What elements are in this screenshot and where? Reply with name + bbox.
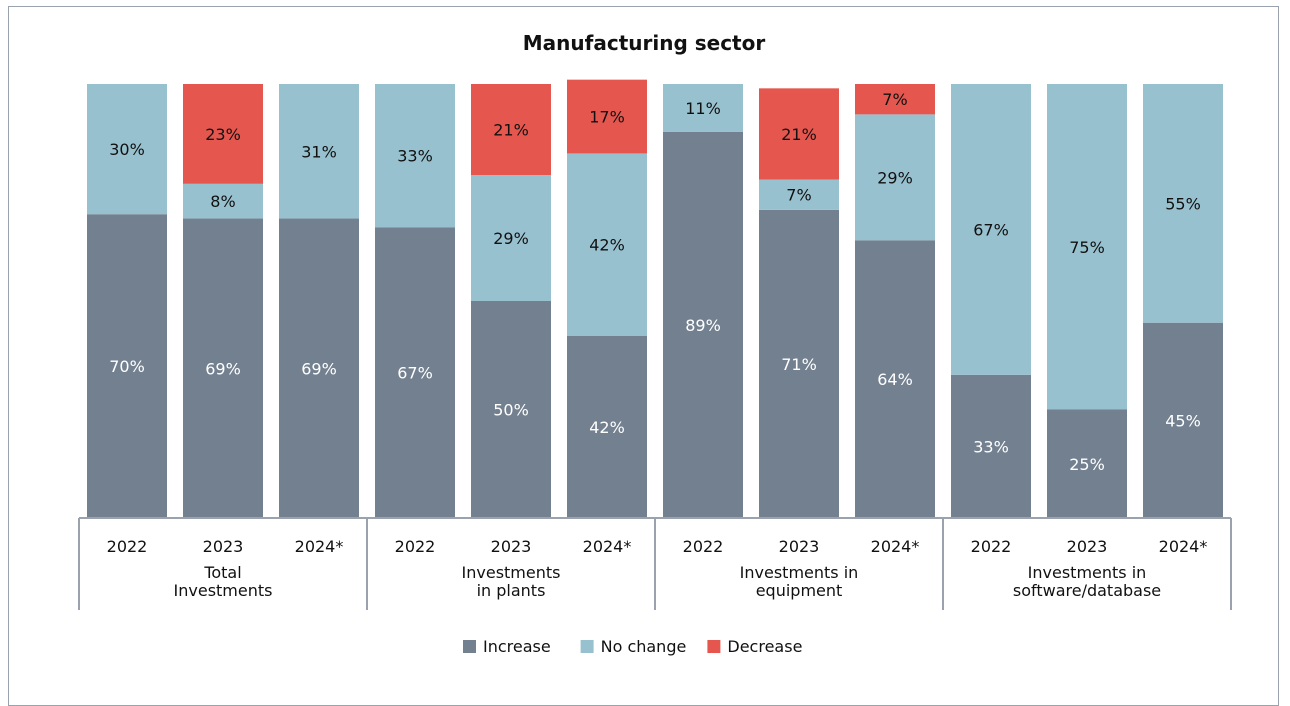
data-label: 29% [493,229,529,248]
bar-segment-no-change [1047,84,1127,410]
legend-swatch [463,640,476,653]
group-label: Investments in [740,563,859,582]
bar-segment-no-change [1143,84,1223,323]
legend-label: Increase [483,637,551,656]
data-label: 21% [781,125,817,144]
group-label: equipment [756,581,843,600]
bar-segment-increase [951,374,1031,518]
bar-segment-no-change [567,153,647,336]
bar-segment-no-change [279,84,359,219]
bar-segment-decrease [567,79,647,154]
bar-segment-no-change [855,114,935,241]
bar-segment-increase [855,240,935,519]
chart-frame: Manufacturing sector 70% 30% 69% 8% 23% 69% 31… [8,6,1279,706]
bar-segment-decrease [855,84,935,115]
bar-segment-no-change [759,179,839,210]
chart-title: Manufacturing sector [523,31,766,55]
stacked-bar-chart: Manufacturing sector 70% 30% 69% 8% 23% 69% 31… [78,31,1232,656]
data-label: 21% [493,121,529,140]
bar-segment-increase [663,131,743,518]
data-label: 42% [589,418,625,437]
bar-segment-no-change [471,175,551,301]
data-label: 23% [205,125,241,144]
x-tick-label: 2023 [203,537,244,556]
data-label: 69% [301,359,337,378]
group-label: Investments in [1028,563,1147,582]
x-tick-label: 2024* [583,537,632,556]
bar-segment-decrease [759,88,839,180]
data-label: 42% [589,236,625,255]
legend-label: No change [601,637,687,656]
data-label: 29% [877,168,913,187]
group-label: Total [203,563,241,582]
bar-segment-increase [567,335,647,518]
bar-segment-increase [1143,322,1223,518]
data-label: 67% [397,364,433,383]
bar-segment-increase [471,301,551,518]
bar-segment-increase [87,214,167,518]
group-label: in plants [477,581,546,600]
data-label: 75% [1069,238,1105,257]
data-label: 7% [882,90,907,109]
data-label: 50% [493,401,529,420]
data-label: 31% [301,142,337,161]
data-label: 17% [589,108,625,127]
bar-segment-increase [279,218,359,519]
bar-segment-increase [183,218,263,519]
bar-segment-increase [1047,409,1127,518]
bar-segment-no-change [951,84,1031,375]
x-tick-label: 2023 [779,537,820,556]
data-label: 71% [781,355,817,374]
data-label: 33% [397,147,433,166]
x-tick-label: 2022 [971,537,1012,556]
data-label: 64% [877,370,913,389]
data-label: 25% [1069,455,1105,474]
data-label: 89% [685,316,721,335]
data-label: 11% [685,99,721,118]
x-tick-label: 2024* [295,537,344,556]
data-label: 45% [1165,411,1201,430]
data-label: 69% [205,359,241,378]
x-tick-label: 2023 [491,537,532,556]
bar-segment-no-change [87,84,167,215]
x-tick-label: 2023 [1067,537,1108,556]
group-label: software/database [1013,581,1161,600]
bar-segment-decrease [471,84,551,176]
x-tick-label: 2022 [395,537,436,556]
data-label: 7% [786,186,811,205]
bar-segment-no-change [375,84,455,228]
bar-segment-decrease [183,84,263,184]
x-tick-label: 2022 [107,537,148,556]
data-label: 33% [973,437,1009,456]
legend-swatch [580,640,594,653]
x-tick-label: 2022 [683,537,724,556]
group-label: Investments [174,581,273,600]
bar-segment-increase [759,209,839,519]
bars-layer: 70% 30% 69% 8% 23% 69% 31% 67% 33% 50% 29% 21% 42% 42… [87,79,1223,519]
bar-segment-increase [375,227,455,518]
data-label: 67% [973,220,1009,239]
data-label: 30% [109,140,145,159]
x-tick-label: 2024* [871,537,920,556]
bar-segment-no-change [183,183,263,219]
legend-label: Decrease [727,637,802,656]
data-label: 8% [210,192,235,211]
data-label: 70% [109,357,145,376]
data-label: 55% [1165,194,1201,213]
legend-swatch [707,640,721,653]
group-label: Investments [462,563,561,582]
bar-segment-no-change [663,84,743,132]
legend: Increase No change Decrease [463,637,802,656]
x-tick-label: 2024* [1159,537,1208,556]
